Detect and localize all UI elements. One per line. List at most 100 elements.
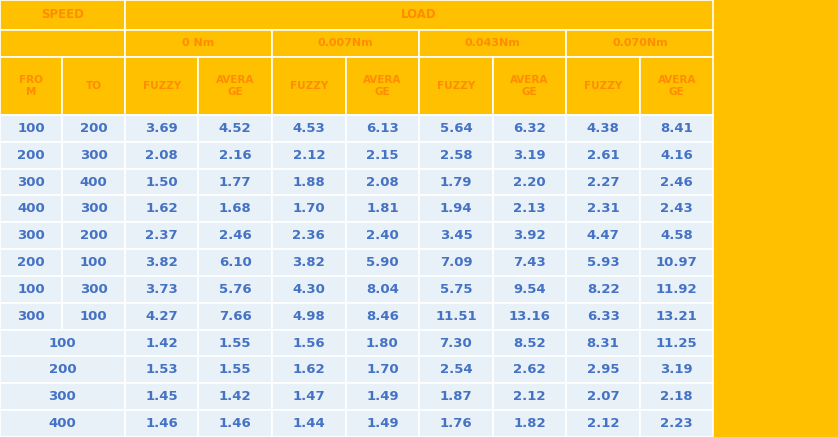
Bar	[272, 222, 345, 249]
Bar	[640, 329, 713, 357]
Bar	[199, 169, 272, 195]
Bar	[125, 410, 199, 437]
Text: 8.04: 8.04	[366, 283, 399, 296]
Bar	[0, 195, 62, 222]
Bar	[272, 169, 345, 195]
Text: 2.07: 2.07	[587, 390, 619, 403]
Bar	[345, 115, 419, 142]
Text: 300: 300	[80, 283, 107, 296]
Text: 6.10: 6.10	[219, 256, 251, 269]
Text: AVERA
GE: AVERA GE	[510, 75, 549, 97]
Text: 3.92: 3.92	[513, 229, 546, 242]
Bar	[62, 142, 125, 169]
Bar	[566, 276, 640, 303]
Text: 2.37: 2.37	[145, 229, 178, 242]
Text: 1.55: 1.55	[219, 364, 251, 376]
Text: 2.12: 2.12	[587, 417, 619, 430]
Text: 200: 200	[80, 122, 107, 135]
Text: 200: 200	[80, 229, 107, 242]
Text: 300: 300	[18, 229, 45, 242]
Text: TO: TO	[85, 81, 101, 91]
Text: 2.08: 2.08	[366, 176, 399, 189]
Bar	[125, 195, 199, 222]
Text: FUZZY: FUZZY	[142, 81, 181, 91]
Text: 4.58: 4.58	[660, 229, 693, 242]
Text: 0.070Nm: 0.070Nm	[612, 38, 668, 49]
Text: 1.42: 1.42	[219, 390, 251, 403]
Bar	[493, 276, 566, 303]
Bar	[566, 222, 640, 249]
Bar	[62, 222, 125, 249]
Bar	[62, 195, 125, 222]
Text: 1.55: 1.55	[219, 336, 251, 350]
Text: 3.45: 3.45	[440, 229, 473, 242]
Text: 2.15: 2.15	[366, 149, 399, 162]
Bar	[272, 195, 345, 222]
Text: 400: 400	[49, 417, 76, 430]
Bar	[62, 115, 125, 142]
Bar	[272, 410, 345, 437]
Bar	[419, 357, 493, 383]
Text: 1.82: 1.82	[513, 417, 546, 430]
Bar	[493, 115, 566, 142]
Bar	[62, 249, 125, 276]
Text: 1.42: 1.42	[145, 336, 178, 350]
Bar	[493, 410, 566, 437]
Text: 1.79: 1.79	[440, 176, 472, 189]
Bar	[419, 383, 493, 410]
Bar	[493, 329, 566, 357]
Bar	[493, 383, 566, 410]
Text: 1.49: 1.49	[366, 417, 399, 430]
Bar	[199, 222, 272, 249]
Text: 2.46: 2.46	[219, 229, 251, 242]
Text: 4.47: 4.47	[587, 229, 619, 242]
Text: 2.16: 2.16	[219, 149, 251, 162]
Bar	[0, 30, 125, 57]
Bar	[0, 249, 62, 276]
Bar	[566, 115, 640, 142]
Bar	[199, 276, 272, 303]
Text: 8.46: 8.46	[366, 310, 399, 323]
Text: 11.51: 11.51	[435, 310, 477, 323]
Bar	[0, 357, 125, 383]
Bar	[566, 169, 640, 195]
Bar	[493, 169, 566, 195]
Text: 300: 300	[18, 310, 45, 323]
Bar	[345, 383, 419, 410]
Bar	[345, 249, 419, 276]
Bar	[199, 329, 272, 357]
Text: 1.88: 1.88	[292, 176, 325, 189]
Bar	[566, 30, 713, 57]
Text: 2.20: 2.20	[513, 176, 546, 189]
Bar	[640, 142, 713, 169]
Text: 2.62: 2.62	[513, 364, 546, 376]
Bar	[272, 142, 345, 169]
Text: 4.27: 4.27	[145, 310, 178, 323]
Text: 1.62: 1.62	[292, 364, 325, 376]
Text: 4.98: 4.98	[292, 310, 325, 323]
Bar	[62, 276, 125, 303]
Bar	[345, 142, 419, 169]
Bar	[566, 357, 640, 383]
Text: 0.007Nm: 0.007Nm	[318, 38, 374, 49]
Text: 2.27: 2.27	[587, 176, 619, 189]
Text: 10.97: 10.97	[656, 256, 697, 269]
Text: 2.36: 2.36	[292, 229, 325, 242]
Text: AVERA
GE: AVERA GE	[216, 75, 255, 97]
Bar	[419, 222, 493, 249]
Bar	[62, 303, 125, 329]
Text: 2.12: 2.12	[292, 149, 325, 162]
Text: 4.16: 4.16	[660, 149, 693, 162]
Text: 1.62: 1.62	[145, 202, 178, 215]
Bar	[419, 410, 493, 437]
Bar	[566, 410, 640, 437]
Bar	[566, 195, 640, 222]
Bar	[272, 115, 345, 142]
Bar	[419, 303, 493, 329]
Text: 3.82: 3.82	[292, 256, 325, 269]
Text: AVERA
GE: AVERA GE	[658, 75, 696, 97]
Bar	[272, 30, 419, 57]
Text: LOAD: LOAD	[401, 8, 437, 21]
Bar	[419, 276, 493, 303]
Text: 100: 100	[49, 336, 76, 350]
